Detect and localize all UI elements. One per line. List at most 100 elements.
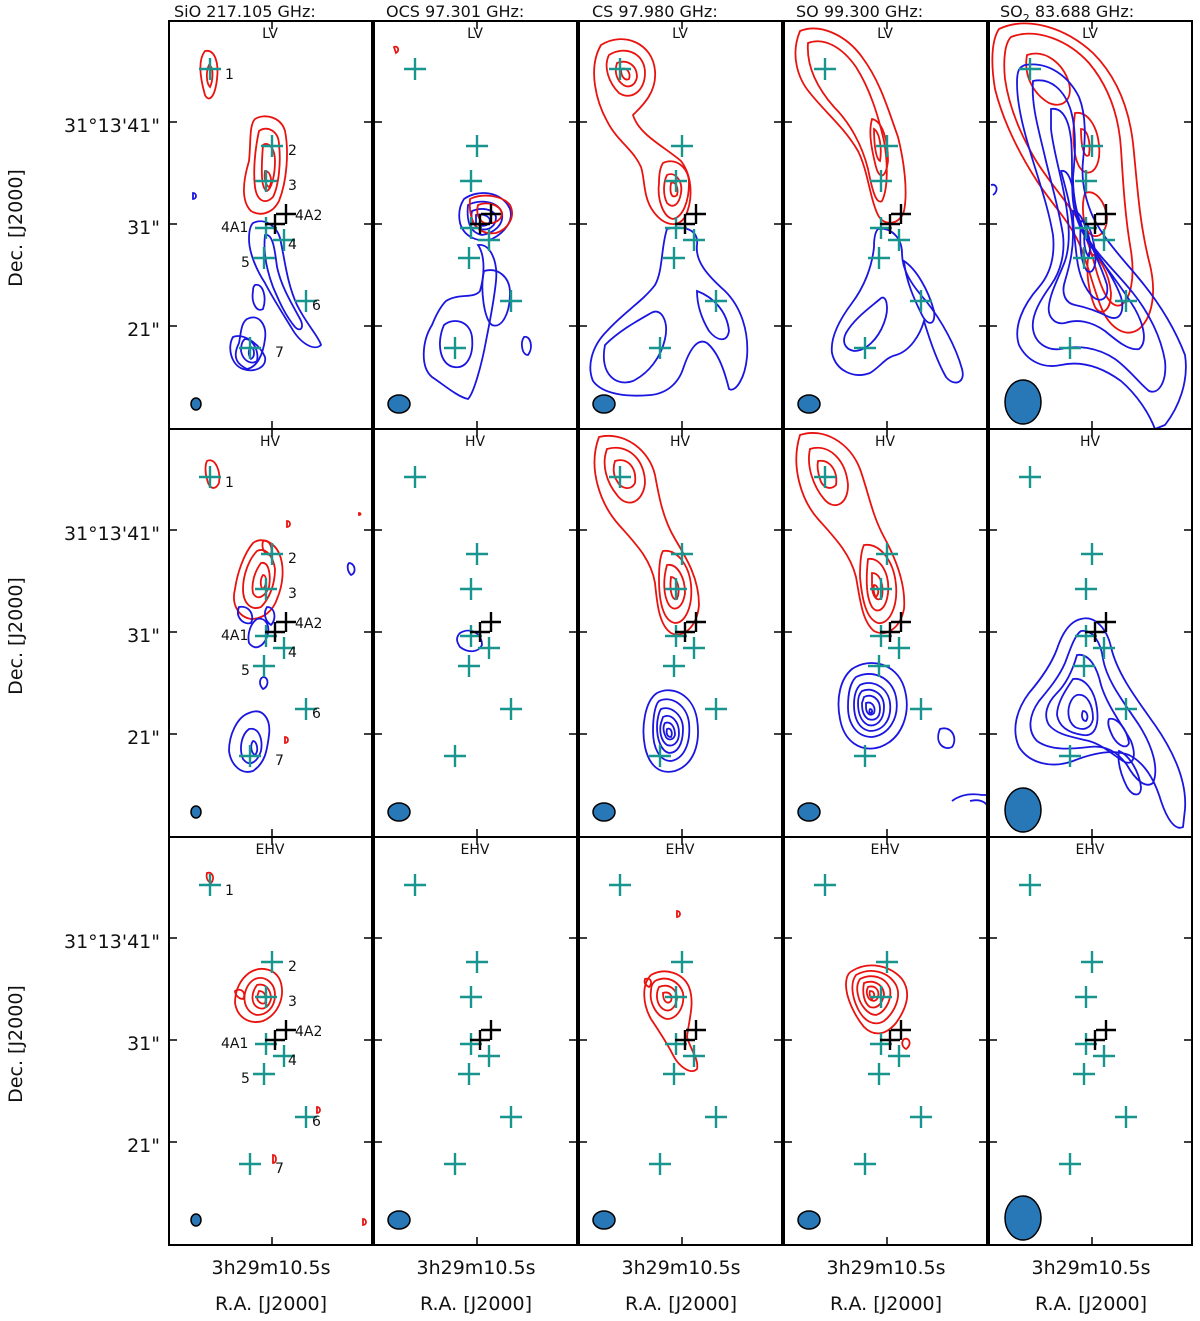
col-title-ocs: OCS 97.301 GHz:: [386, 2, 524, 21]
col-title-so: SO 99.300 GHz:: [796, 2, 923, 21]
dec-tick-label: 31°13'41": [64, 115, 160, 137]
panel-so-hv: HV: [783, 428, 988, 838]
velocity-label: EHV: [256, 842, 285, 858]
source-label: 4: [288, 1053, 297, 1069]
dec-tick-label: 31°13'41": [64, 931, 160, 953]
blue-contours: [830, 227, 964, 384]
source-label: 6: [312, 298, 321, 314]
panel-sio-lv: LV 1 2 3 4 5 6 7 4A1 4A2: [168, 20, 373, 430]
ra-tick-label: 3h29m10.5s: [621, 1257, 740, 1279]
panel-ocs-lv: LV: [373, 20, 578, 430]
dec-axis-label: Dec. [J2000]: [5, 577, 27, 695]
dec-tick-label: 31°13'41": [64, 523, 160, 545]
velocity-label: HV: [875, 434, 896, 450]
panel-so2-hv: HV: [988, 428, 1193, 838]
col-title-sio: SiO 217.105 GHz:: [174, 2, 316, 21]
velocity-label: LV: [262, 26, 278, 42]
blue-contours: [192, 192, 322, 372]
dec-axis-label: Dec. [J2000]: [5, 985, 27, 1103]
panel-sio-hv: HV 1 2 3 4 5 6 7 4A1 4A2: [168, 428, 373, 838]
source-label: 4: [288, 237, 297, 253]
source-label: 7: [275, 1161, 284, 1177]
panel-so2-lv: LV: [988, 20, 1193, 431]
dec-axis-label: Dec. [J2000]: [5, 169, 27, 287]
velocity-label: LV: [672, 26, 688, 42]
source-label: 4A2: [295, 616, 322, 632]
velocity-label: HV: [1080, 434, 1101, 450]
ra-axis: 3h29m10.5s 3h29m10.5s 3h29m10.5s 3h29m10…: [211, 1257, 1150, 1315]
beam-ellipse: [1004, 787, 1042, 833]
ra-axis-label: R.A. [J2000]: [420, 1293, 532, 1315]
ra-tick-label: 3h29m10.5s: [1031, 1257, 1150, 1279]
beam-ellipse: [592, 1210, 616, 1230]
red-contours: [204, 459, 362, 744]
ra-tick-label: 3h29m10.5s: [826, 1257, 945, 1279]
source-label: 2: [288, 959, 297, 975]
dec-tick-label: 31": [127, 217, 160, 239]
blue-contours: [589, 226, 749, 397]
velocity-label: LV: [1082, 26, 1098, 42]
ra-axis-label: R.A. [J2000]: [1035, 1293, 1147, 1315]
source-label: 1: [225, 475, 234, 491]
panel-so-ehv: EHV: [783, 836, 988, 1246]
velocity-label: EHV: [666, 842, 695, 858]
source-label: 3: [288, 178, 297, 194]
dec-tick-label: 21": [127, 727, 160, 749]
source-label: 4A1: [221, 628, 248, 644]
velocity-label: EHV: [461, 842, 490, 858]
ra-axis-label: R.A. [J2000]: [625, 1293, 737, 1315]
source-label: 5: [241, 663, 250, 679]
red-contours: [795, 432, 906, 634]
panel-ocs-ehv: EHV: [373, 836, 578, 1246]
panel-cs-lv: LV: [578, 20, 783, 430]
beam-ellipse: [797, 394, 821, 414]
beam-ellipse: [1004, 1195, 1042, 1241]
dec-tick-label: 31": [127, 1033, 160, 1055]
beam-ellipse: [190, 397, 202, 411]
velocity-label: HV: [260, 434, 281, 450]
source-label: 4: [288, 645, 297, 661]
ra-axis-label: R.A. [J2000]: [215, 1293, 327, 1315]
source-label: 6: [312, 706, 321, 722]
dec-tick-label: 31": [127, 625, 160, 647]
dec-axis-ticks: 31°13'41" 31" 21" 31°13'41" 31" 21" 31°1…: [64, 115, 160, 1157]
dec-tick-label: 21": [127, 319, 160, 341]
source-label: 7: [275, 345, 284, 361]
beam-ellipse: [387, 1210, 411, 1230]
blue-contours: [642, 689, 699, 773]
ra-tick-label: 3h29m10.5s: [211, 1257, 330, 1279]
velocity-label: LV: [467, 26, 483, 42]
red-contours: [392, 45, 513, 235]
beam-ellipse: [387, 802, 411, 822]
source-label: 5: [241, 1071, 250, 1087]
dec-tick-label: 21": [127, 1135, 160, 1157]
source-label: 5: [241, 255, 250, 271]
velocity-label: LV: [877, 26, 893, 42]
panel-cs-hv: HV: [578, 428, 783, 838]
red-contours: [593, 435, 700, 636]
red-contours: [593, 38, 692, 225]
beam-ellipse: [190, 1213, 202, 1227]
ra-tick-label: 3h29m10.5s: [416, 1257, 535, 1279]
red-contours: [845, 964, 911, 1051]
source-label: 4A2: [295, 208, 322, 224]
source-label: 1: [225, 67, 234, 83]
velocity-label: HV: [465, 434, 486, 450]
panel-cs-ehv: EHV: [578, 836, 783, 1246]
source-label: 6: [312, 1114, 321, 1130]
blue-contours: [1014, 617, 1187, 829]
panel-ocs-hv: HV: [373, 428, 578, 838]
source-label: 2: [288, 551, 297, 567]
col-title-so2: SO2 83.688 GHz:: [1000, 2, 1134, 25]
blue-contours: [837, 662, 988, 806]
source-label: 3: [288, 586, 297, 602]
beam-ellipse: [1004, 379, 1042, 425]
beam-ellipse: [592, 394, 616, 414]
velocity-label: EHV: [871, 842, 900, 858]
velocity-label: EHV: [1076, 842, 1105, 858]
beam-ellipse: [592, 802, 616, 822]
source-label: 3: [288, 994, 297, 1010]
col-title-cs: CS 97.980 GHz:: [592, 2, 718, 21]
source-label: 7: [275, 753, 284, 769]
panel-so-lv: LV: [783, 20, 988, 430]
